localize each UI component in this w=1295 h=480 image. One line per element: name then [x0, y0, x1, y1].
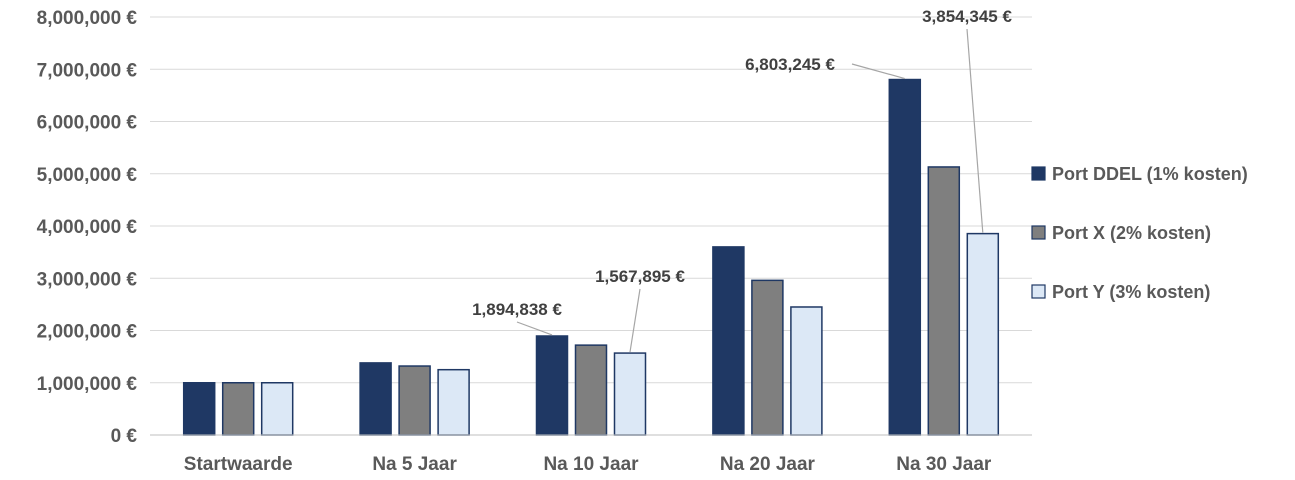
- leader-line: [966, 28, 984, 233]
- bar: [927, 166, 961, 436]
- x-category-label: Na 20 Jaar: [720, 454, 816, 475]
- legend-swatch: [1031, 284, 1046, 299]
- bar: [712, 246, 745, 436]
- data-label: 1,567,895 €: [595, 267, 685, 286]
- legend-swatch: [1031, 225, 1046, 240]
- data-label: 1,894,838 €: [472, 300, 562, 319]
- bar: [398, 365, 431, 436]
- y-tick-label: 1,000,000 €: [37, 374, 138, 395]
- leader-line: [629, 288, 641, 353]
- bars: [182, 78, 1000, 436]
- legend-swatch: [1031, 166, 1046, 181]
- x-category-label: Startwaarde: [184, 454, 293, 475]
- bar: [613, 352, 647, 436]
- y-tick-label: 3,000,000 €: [37, 269, 138, 290]
- bar: [359, 362, 392, 436]
- x-category-label: Na 10 Jaar: [543, 454, 639, 475]
- x-axis-categories: Startwaarde Na 5 Jaar Na 10 Jaar Na 20 Jaar…: [184, 454, 992, 475]
- bar: [574, 344, 608, 436]
- y-axis-ticks: 0 € 1,000,000 € 2,000,000 € 3,000,000 € 4,00…: [37, 8, 138, 447]
- y-tick-label: 8,000,000 €: [37, 8, 138, 29]
- x-category-label: Na 5 Jaar: [372, 454, 457, 475]
- y-tick-label: 5,000,000 €: [37, 165, 138, 186]
- y-tick-label: 6,000,000 €: [37, 113, 138, 134]
- data-label: 6,803,245 €: [745, 55, 835, 74]
- y-tick-label: 2,000,000 €: [37, 322, 138, 343]
- bar: [260, 382, 294, 436]
- bar: [221, 382, 255, 436]
- bar: [182, 382, 216, 436]
- legend-label: Port DDEL (1% kosten): [1052, 164, 1248, 184]
- bar: [888, 78, 922, 436]
- data-label: 3,854,345 €: [922, 7, 1012, 26]
- data-labels: 1,894,838 € 1,567,895 € 6,803,245 € 3,854,3…: [472, 7, 1012, 353]
- y-tick-label: 0 €: [111, 426, 138, 447]
- bar: [790, 306, 823, 436]
- y-tick-label: 4,000,000 €: [37, 217, 138, 238]
- x-category-label: Na 30 Jaar: [896, 454, 992, 475]
- gridlines: [150, 16, 1032, 384]
- leader-line: [516, 321, 553, 336]
- bar: [437, 368, 470, 436]
- leader-line: [851, 63, 905, 80]
- legend-label: Port X (2% kosten): [1052, 223, 1211, 243]
- bar: [751, 279, 784, 436]
- bar: [966, 232, 1000, 436]
- legend-label: Port Y (3% kosten): [1052, 282, 1210, 302]
- legend: Port DDEL (1% kosten) Port X (2% kosten) P…: [1031, 164, 1248, 302]
- bar: [535, 335, 569, 436]
- y-tick-label: 7,000,000 €: [37, 60, 138, 81]
